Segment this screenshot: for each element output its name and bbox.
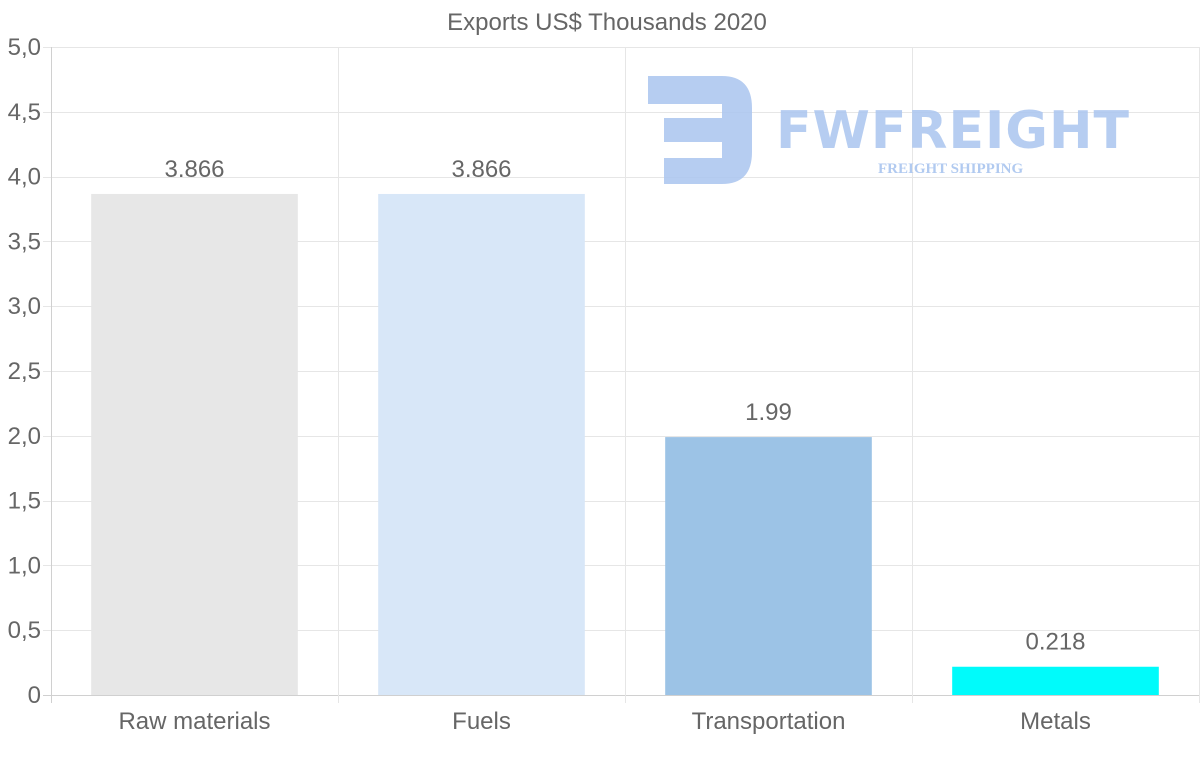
x-tick-label: Transportation xyxy=(692,708,846,735)
x-tick-label: Raw materials xyxy=(118,708,270,735)
y-tick-label: 2,0 xyxy=(8,423,41,450)
y-axis-ticks: 0 0,5 1,0 1,5 2,0 2,5 3,0 3,5 4,0 4,5 5,0 xyxy=(8,34,41,709)
y-tick-label: 5,0 xyxy=(8,34,41,61)
bar xyxy=(665,437,872,695)
y-tick-label: 0,5 xyxy=(8,617,41,644)
bars xyxy=(91,193,1159,695)
y-tick-label: 1,0 xyxy=(8,552,41,579)
fwfreight-logo-icon xyxy=(648,76,752,184)
y-tick-label: 3,0 xyxy=(8,293,41,320)
data-label: 0.218 xyxy=(1025,629,1085,656)
x-axis-ticks: Raw materials Fuels Transportation Metals xyxy=(118,708,1090,735)
y-tick-label: 4,5 xyxy=(8,99,41,126)
watermark-name: FWFREIGHT xyxy=(776,101,1130,161)
y-tick-label: 4,0 xyxy=(8,164,41,191)
chart-title: Exports US$ Thousands 2020 xyxy=(447,9,767,36)
bar xyxy=(91,193,298,695)
x-tick-label: Metals xyxy=(1020,708,1091,735)
bar xyxy=(378,193,585,695)
watermark-logo: FWFREIGHT FREIGHT SHIPPING xyxy=(648,76,1130,184)
y-tick-label: 3,5 xyxy=(8,228,41,255)
x-tick-label: Fuels xyxy=(452,708,511,735)
bar xyxy=(952,666,1159,695)
y-tick-label: 0 xyxy=(28,682,41,709)
data-label: 1.99 xyxy=(745,399,792,426)
y-tick-label: 2,5 xyxy=(8,358,41,385)
watermark-tagline: FREIGHT SHIPPING xyxy=(878,161,1023,177)
value-labels: 3.866 3.866 1.99 0.218 xyxy=(164,156,1085,656)
data-label: 3.866 xyxy=(451,156,511,183)
y-tick-label: 1,5 xyxy=(8,488,41,515)
data-label: 3.866 xyxy=(164,156,224,183)
